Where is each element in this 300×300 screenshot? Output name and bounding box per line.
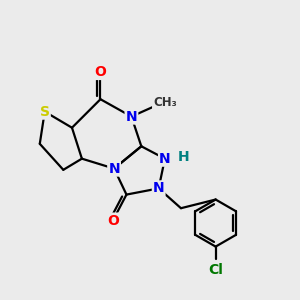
Text: N: N [153,182,164,195]
Text: S: S [40,105,50,118]
Text: H: H [178,150,189,164]
Text: O: O [94,65,106,79]
Text: O: O [107,214,119,228]
Text: N: N [126,110,137,124]
Text: CH₃: CH₃ [153,96,177,110]
Text: N: N [108,162,120,176]
Text: N: N [159,152,171,166]
Text: Cl: Cl [208,263,223,277]
